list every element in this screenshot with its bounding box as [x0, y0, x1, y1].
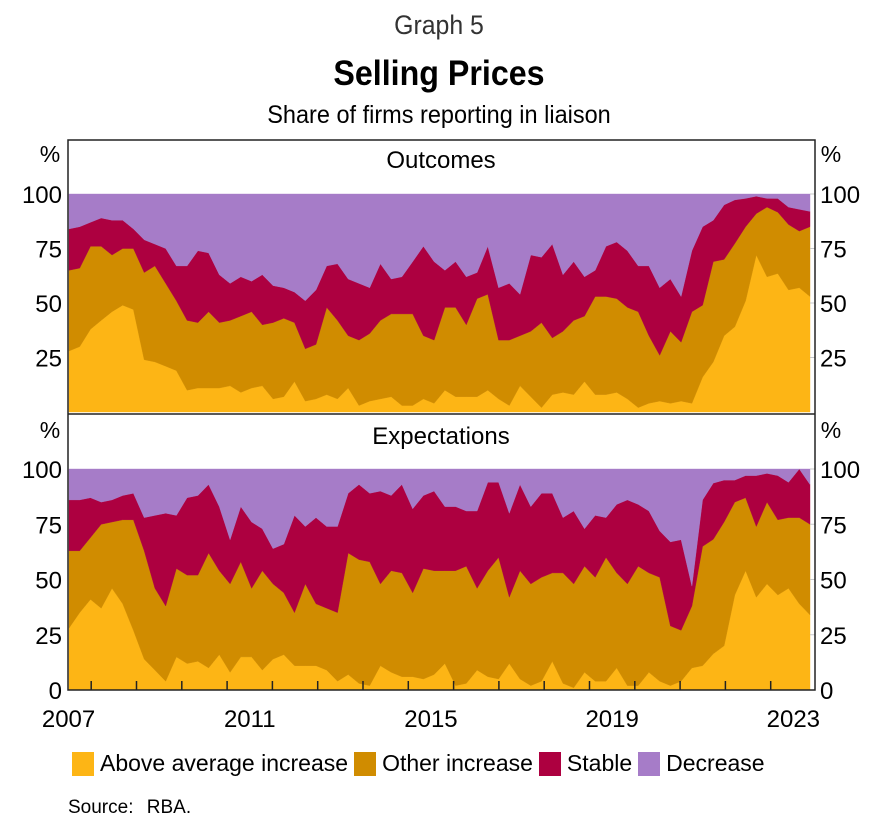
legend-label: Decrease: [666, 750, 765, 776]
legend-item-decrease: Decrease: [638, 750, 765, 777]
area-decrease: [68, 193, 811, 302]
panel-title-expectations: Expectations: [372, 423, 509, 450]
legend: Above average increase Other increase St…: [72, 750, 771, 777]
y-tick-label-right: 100: [820, 182, 860, 209]
y-tick-label-right: 25: [820, 346, 847, 373]
y-tick-label-left: 0: [49, 678, 62, 705]
legend-label: Stable: [566, 750, 633, 776]
legend-swatch-stable: [538, 751, 561, 776]
axis-ticks: 2007 2011 2015 2019 2023: [42, 681, 820, 733]
chart-frame: [67, 139, 816, 691]
y-tick-label-right: 25: [820, 623, 847, 650]
outcomes-panel: 25 25 50 50 75 75 100 100: [22, 182, 860, 413]
y-tick-label-left: 50: [35, 291, 62, 318]
y-tick-label-right: 0: [820, 678, 833, 705]
y-unit-left-top: %: [40, 141, 60, 167]
y-tick-label-left: 50: [35, 568, 62, 595]
legend-label: Other increase: [382, 750, 533, 776]
x-tick-label: 2007: [42, 706, 95, 733]
area-decrease: [68, 468, 811, 587]
y-tick-label-right: 75: [820, 512, 847, 539]
expectations-panel: 0 0 25 25 50 50 75 75 100 100: [22, 457, 860, 705]
panel-title-outcomes: Outcomes: [386, 147, 495, 174]
y-tick-label-right: 50: [820, 291, 847, 318]
x-tick-label: 2019: [585, 706, 638, 733]
x-tick-label: 2023: [767, 706, 820, 733]
legend-item-other-increase: Other increase: [354, 750, 533, 777]
source-note: Source: RBA.: [68, 797, 192, 818]
legend-swatch-other-increase: [354, 751, 377, 776]
y-tick-label-left: 75: [35, 512, 62, 539]
y-tick-label-left: 25: [35, 623, 62, 650]
legend-item-above-average-increase: Above average increase: [72, 750, 348, 777]
legend-item-stable: Stable: [538, 750, 633, 777]
x-tick-label: 2011: [224, 706, 276, 733]
y-tick-label-left: 100: [22, 457, 62, 484]
legend-swatch-above-average-increase: [72, 751, 94, 776]
y-unit-right-top: %: [821, 141, 841, 167]
plot-border: [67, 139, 816, 691]
graph-number: Graph 5: [394, 10, 484, 40]
y-tick-label-right: 75: [820, 237, 847, 264]
y-tick-label-left: 75: [35, 237, 62, 264]
y-tick-label-right: 100: [820, 457, 860, 484]
y-tick-label-right: 50: [820, 568, 847, 595]
chart-subtitle: Share of firms reporting in liaison: [267, 101, 611, 129]
y-unit-left-bottom: %: [40, 417, 60, 443]
y-unit-right-bottom: %: [821, 417, 841, 443]
chart-title: Selling Prices: [333, 54, 545, 93]
legend-label: Above average increase: [100, 750, 349, 776]
x-tick-label: 2015: [404, 706, 457, 733]
y-tick-label-left: 25: [35, 346, 62, 373]
legend-swatch-decrease: [638, 751, 661, 776]
y-tick-label-left: 100: [22, 182, 62, 209]
